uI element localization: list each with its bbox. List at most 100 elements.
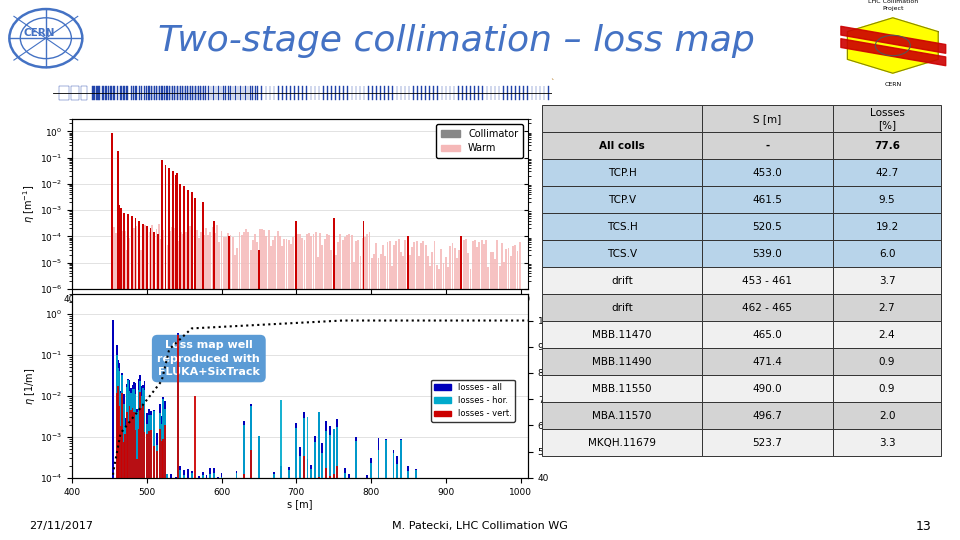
Bar — [303, 240, 305, 540]
FancyBboxPatch shape — [542, 429, 702, 456]
Bar — [140, 408, 142, 540]
Text: 453.0: 453.0 — [753, 168, 782, 178]
Bar — [132, 389, 133, 540]
Bar — [207, 234, 209, 540]
Bar — [157, 225, 159, 540]
Bar — [302, 411, 304, 540]
Bar — [407, 240, 409, 540]
Bar — [150, 228, 152, 540]
Bar — [133, 86, 134, 100]
Text: 3.7: 3.7 — [878, 276, 896, 286]
Bar — [139, 381, 141, 540]
Bar — [133, 228, 135, 540]
Bar — [134, 394, 136, 540]
Bar — [140, 251, 142, 540]
Bar — [355, 241, 357, 540]
Bar — [123, 86, 125, 100]
Bar — [102, 86, 105, 100]
Bar — [463, 240, 465, 540]
Bar — [322, 443, 324, 540]
Bar — [434, 241, 436, 540]
Bar — [465, 239, 467, 540]
Bar — [126, 411, 128, 540]
Text: drift: drift — [612, 303, 633, 313]
Bar — [213, 468, 215, 540]
Bar — [296, 220, 298, 540]
Bar — [397, 239, 399, 540]
Bar — [377, 450, 379, 540]
Bar — [273, 472, 275, 540]
Bar — [151, 430, 153, 540]
Bar — [243, 421, 245, 540]
Bar — [120, 224, 122, 540]
Bar — [360, 256, 362, 540]
Text: 13: 13 — [916, 520, 931, 533]
Bar — [310, 511, 312, 540]
Bar — [393, 495, 395, 540]
Bar — [317, 258, 319, 540]
Bar — [171, 227, 173, 540]
Bar — [110, 249, 112, 540]
Bar — [306, 459, 308, 540]
Bar — [146, 424, 148, 540]
FancyBboxPatch shape — [542, 321, 702, 348]
Bar — [281, 246, 283, 540]
Bar — [330, 250, 332, 540]
Bar — [503, 262, 505, 540]
Bar — [164, 409, 166, 540]
Bar — [117, 360, 119, 540]
Bar — [172, 482, 174, 540]
Bar — [444, 257, 446, 540]
Text: Loss map well
reproduced with
FLUKA+SixTrack: Loss map well reproduced with FLUKA+SixT… — [157, 340, 260, 377]
Y-axis label: $\eta$ [m$^{-1}$]: $\eta$ [m$^{-1}$] — [21, 185, 36, 223]
Bar — [494, 259, 496, 540]
Bar — [148, 431, 150, 540]
Bar — [129, 238, 131, 540]
FancyBboxPatch shape — [702, 186, 833, 213]
Bar — [400, 439, 402, 540]
Bar — [198, 476, 200, 540]
Bar — [189, 226, 191, 540]
FancyBboxPatch shape — [542, 267, 702, 294]
Bar — [218, 242, 220, 540]
Bar — [290, 244, 292, 540]
Text: 77.6: 77.6 — [874, 141, 900, 151]
Bar — [258, 480, 260, 540]
Bar — [81, 86, 87, 100]
Bar — [367, 478, 369, 540]
Bar — [174, 228, 176, 540]
Bar — [280, 466, 282, 540]
Bar — [136, 413, 138, 540]
Bar — [157, 234, 159, 540]
Bar — [474, 240, 476, 540]
Bar — [328, 235, 330, 540]
Bar — [302, 456, 304, 540]
Bar — [384, 256, 386, 540]
Text: 0.9: 0.9 — [878, 384, 896, 394]
Text: Project: Project — [882, 6, 903, 11]
Bar — [209, 468, 211, 540]
Bar — [166, 474, 168, 540]
Bar — [350, 235, 352, 540]
Bar — [225, 237, 227, 540]
FancyBboxPatch shape — [542, 402, 702, 429]
Bar — [131, 216, 132, 540]
Bar — [313, 234, 314, 540]
FancyBboxPatch shape — [702, 375, 833, 402]
Bar — [166, 474, 168, 540]
Bar — [400, 514, 402, 540]
Bar — [377, 258, 379, 540]
FancyBboxPatch shape — [833, 375, 941, 402]
Bar — [308, 233, 310, 540]
Bar — [176, 173, 178, 540]
Text: MBB.11470: MBB.11470 — [592, 330, 652, 340]
Bar — [136, 459, 138, 540]
Bar — [270, 246, 272, 540]
Bar — [191, 192, 193, 540]
Bar — [205, 475, 207, 540]
Bar — [170, 517, 172, 540]
Bar — [156, 230, 157, 540]
Bar — [371, 463, 372, 540]
Bar — [221, 477, 223, 540]
FancyBboxPatch shape — [542, 159, 702, 186]
